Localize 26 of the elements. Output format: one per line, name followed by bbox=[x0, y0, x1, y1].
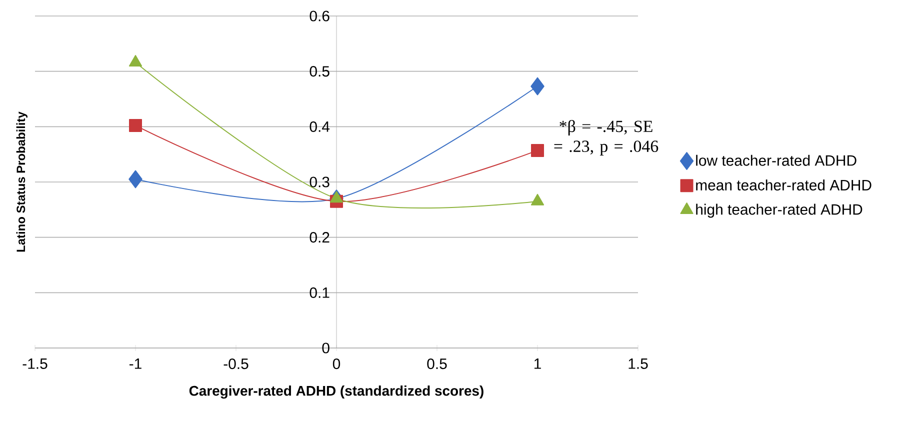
y-tick-label: 0.3 bbox=[310, 176, 330, 188]
point bbox=[530, 194, 544, 206]
annotation: *β = -.45, SE = .23, p = .046 bbox=[554, 120, 658, 156]
x-tick-label: 0 bbox=[332, 358, 340, 370]
x-tick-label: -0.5 bbox=[224, 358, 248, 370]
y-tick-label: 0.2 bbox=[310, 232, 330, 243]
y-axis-title: Latino Status Probability bbox=[16, 112, 28, 252]
point bbox=[531, 144, 544, 157]
x-axis-title: Caregiver-rated ADHD (standardized scores) bbox=[189, 386, 484, 399]
x-tick-label: -1.5 bbox=[22, 358, 48, 369]
point bbox=[128, 170, 142, 188]
point bbox=[530, 77, 544, 96]
point bbox=[330, 191, 344, 203]
y-tick-label: 0.6 bbox=[310, 10, 330, 22]
y-tick-label: 0.1 bbox=[310, 287, 330, 298]
x-tick-label: 1 bbox=[534, 358, 541, 369]
y-tick-label: 0 bbox=[322, 342, 330, 354]
legend-label: low teacher-rated ADHD bbox=[696, 154, 856, 166]
y-tick-label: 0.5 bbox=[310, 66, 330, 77]
x-tick-label: 1.5 bbox=[628, 358, 648, 369]
y-tick-label: 0.4 bbox=[310, 121, 330, 132]
legend-label: mean teacher-rated ADHD bbox=[696, 180, 872, 190]
point bbox=[129, 119, 142, 132]
x-tick-label: 0.5 bbox=[427, 358, 447, 370]
x-tick-label: -1 bbox=[130, 358, 142, 369]
legend-label: high teacher-rated ADHD bbox=[696, 204, 862, 218]
